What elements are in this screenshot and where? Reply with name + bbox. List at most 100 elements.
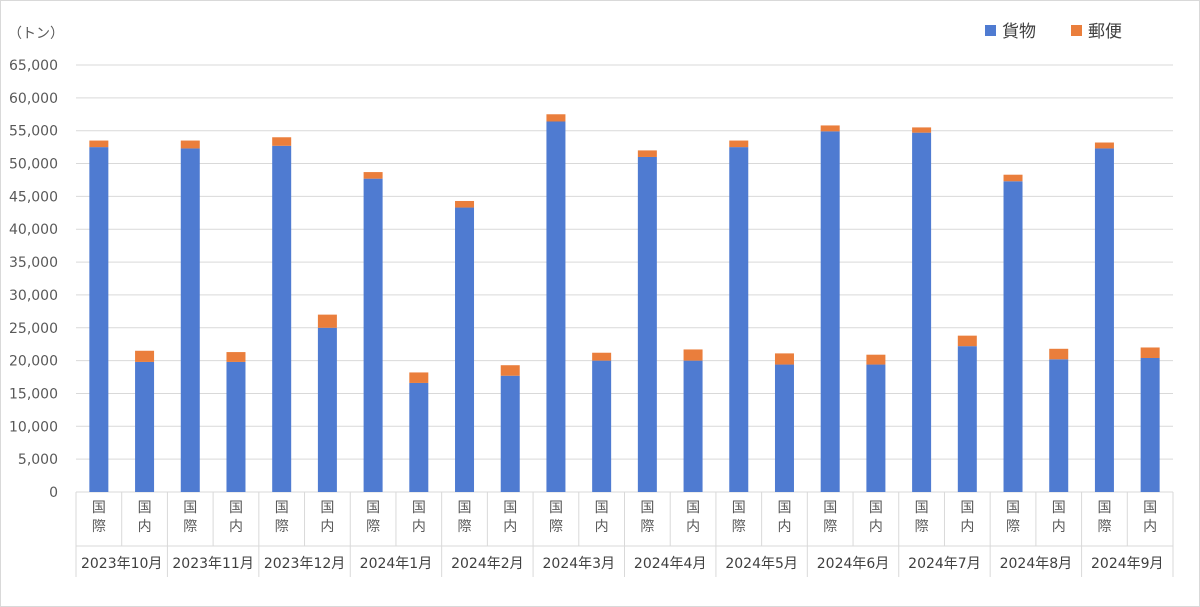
y-tick-label: 10,000 — [9, 419, 58, 435]
bar-mail — [683, 349, 703, 361]
x-category-label-char: 際 — [1097, 519, 1111, 535]
x-category-label-char: 内 — [1143, 519, 1157, 535]
legend-label-mail: 郵便 — [1088, 22, 1122, 42]
bar-mail — [363, 172, 383, 179]
x-category-label-char: 際 — [366, 519, 380, 535]
x-category-label-char: 国 — [1006, 500, 1020, 516]
y-tick-label: 5,000 — [18, 452, 58, 468]
x-month-label: 2024年5月 — [725, 556, 798, 572]
y-tick-label: 25,000 — [9, 321, 58, 337]
x-month-label: 2023年11月 — [172, 556, 253, 572]
x-category-label-char: 内 — [869, 519, 883, 535]
bar-cargo — [866, 364, 886, 492]
x-category-label-char: 際 — [92, 519, 106, 535]
x-category-label-char: 国 — [869, 500, 883, 516]
x-month-label: 2024年8月 — [1000, 556, 1073, 572]
y-tick-label: 0 — [49, 485, 58, 501]
x-month-label: 2024年2月 — [451, 556, 524, 572]
y-tick-label: 65,000 — [9, 58, 58, 74]
x-category-label-char: 国 — [458, 500, 472, 516]
bar-cargo — [455, 207, 475, 492]
x-category-label-char: 国 — [640, 500, 654, 516]
bar-mail — [317, 314, 337, 328]
bar-cargo — [1049, 359, 1069, 492]
x-category-label-char: 内 — [960, 519, 974, 535]
bar-cargo — [820, 131, 840, 492]
bar-mail — [500, 365, 520, 376]
bar-cargo — [317, 327, 337, 492]
y-tick-label: 15,000 — [9, 386, 58, 402]
bar-cargo — [637, 156, 657, 492]
x-category-label-char: 国 — [92, 500, 106, 516]
y-tick-label: 55,000 — [9, 124, 58, 140]
x-category-label-char: 国 — [1097, 500, 1111, 516]
legend-swatch-cargo — [985, 25, 996, 36]
bar-cargo — [135, 361, 155, 492]
x-category-label-char: 国 — [960, 500, 974, 516]
bar-cargo — [1003, 181, 1023, 492]
x-category-label-char: 内 — [229, 519, 243, 535]
x-category-label-char: 国 — [823, 500, 837, 516]
bar-mail — [592, 352, 612, 361]
x-category-label-char: 国 — [320, 500, 334, 516]
bar-cargo — [500, 375, 520, 492]
bar-mail — [729, 140, 749, 148]
x-month-label: 2023年10月 — [81, 556, 162, 572]
legend-label-cargo: 貨物 — [1002, 22, 1036, 42]
bar-cargo — [272, 145, 292, 492]
bar-cargo — [592, 360, 612, 492]
x-category-label-char: 国 — [229, 500, 243, 516]
bar-cargo — [363, 178, 383, 492]
x-category-label-char: 国 — [1052, 500, 1066, 516]
bar-mail — [820, 125, 840, 132]
y-tick-label: 35,000 — [9, 255, 58, 271]
x-month-label: 2024年1月 — [360, 556, 433, 572]
bar-mail — [637, 150, 657, 157]
bar-cargo — [1094, 148, 1114, 492]
bar-cargo — [774, 364, 794, 492]
x-category-label-char: 国 — [1143, 500, 1157, 516]
bar-cargo — [957, 346, 977, 492]
bar-cargo — [912, 132, 932, 492]
x-category-label-char: 際 — [915, 519, 929, 535]
bar-cargo — [226, 361, 246, 492]
x-category-label-char: 国 — [732, 500, 746, 516]
x-category-label-char: 内 — [320, 519, 334, 535]
bar-mail — [1049, 348, 1069, 360]
x-category-label-char: 国 — [686, 500, 700, 516]
y-tick-label: 40,000 — [9, 222, 58, 238]
bar-mail — [912, 127, 932, 133]
x-category-label-char: 際 — [275, 519, 289, 535]
y-axis-unit-label: （トン） — [8, 26, 64, 42]
bar-mail — [957, 335, 977, 347]
bar-cargo — [683, 360, 703, 492]
x-month-label: 2024年6月 — [817, 556, 890, 572]
x-category-label-char: 内 — [777, 519, 791, 535]
x-month-label: 2024年9月 — [1091, 556, 1164, 572]
x-category-label-char: 内 — [412, 519, 426, 535]
x-category-label-char: 内 — [503, 519, 517, 535]
x-month-label: 2024年7月 — [908, 556, 981, 572]
bar-cargo — [729, 147, 749, 492]
bar-mail — [226, 352, 246, 362]
y-tick-label: 20,000 — [9, 354, 58, 370]
legend-swatch-mail — [1071, 25, 1082, 36]
y-tick-label: 50,000 — [9, 157, 58, 173]
x-category-label-char: 国 — [138, 500, 152, 516]
x-category-label-char: 際 — [732, 519, 746, 535]
x-category-label-char: 内 — [686, 519, 700, 535]
x-category-label-char: 際 — [183, 519, 197, 535]
bar-mail — [89, 140, 109, 148]
x-category-label-char: 内 — [138, 519, 152, 535]
x-month-label: 2024年4月 — [634, 556, 707, 572]
bar-cargo — [409, 382, 429, 492]
bar-mail — [1140, 347, 1160, 358]
bar-mail — [1003, 174, 1023, 182]
bar-mail — [135, 350, 155, 362]
x-category-label-char: 際 — [549, 519, 563, 535]
bar-mail — [774, 353, 794, 365]
bar-mail — [546, 114, 566, 122]
x-category-label-char: 際 — [458, 519, 472, 535]
bar-mail — [1094, 142, 1114, 149]
x-category-label-char: 国 — [183, 500, 197, 516]
